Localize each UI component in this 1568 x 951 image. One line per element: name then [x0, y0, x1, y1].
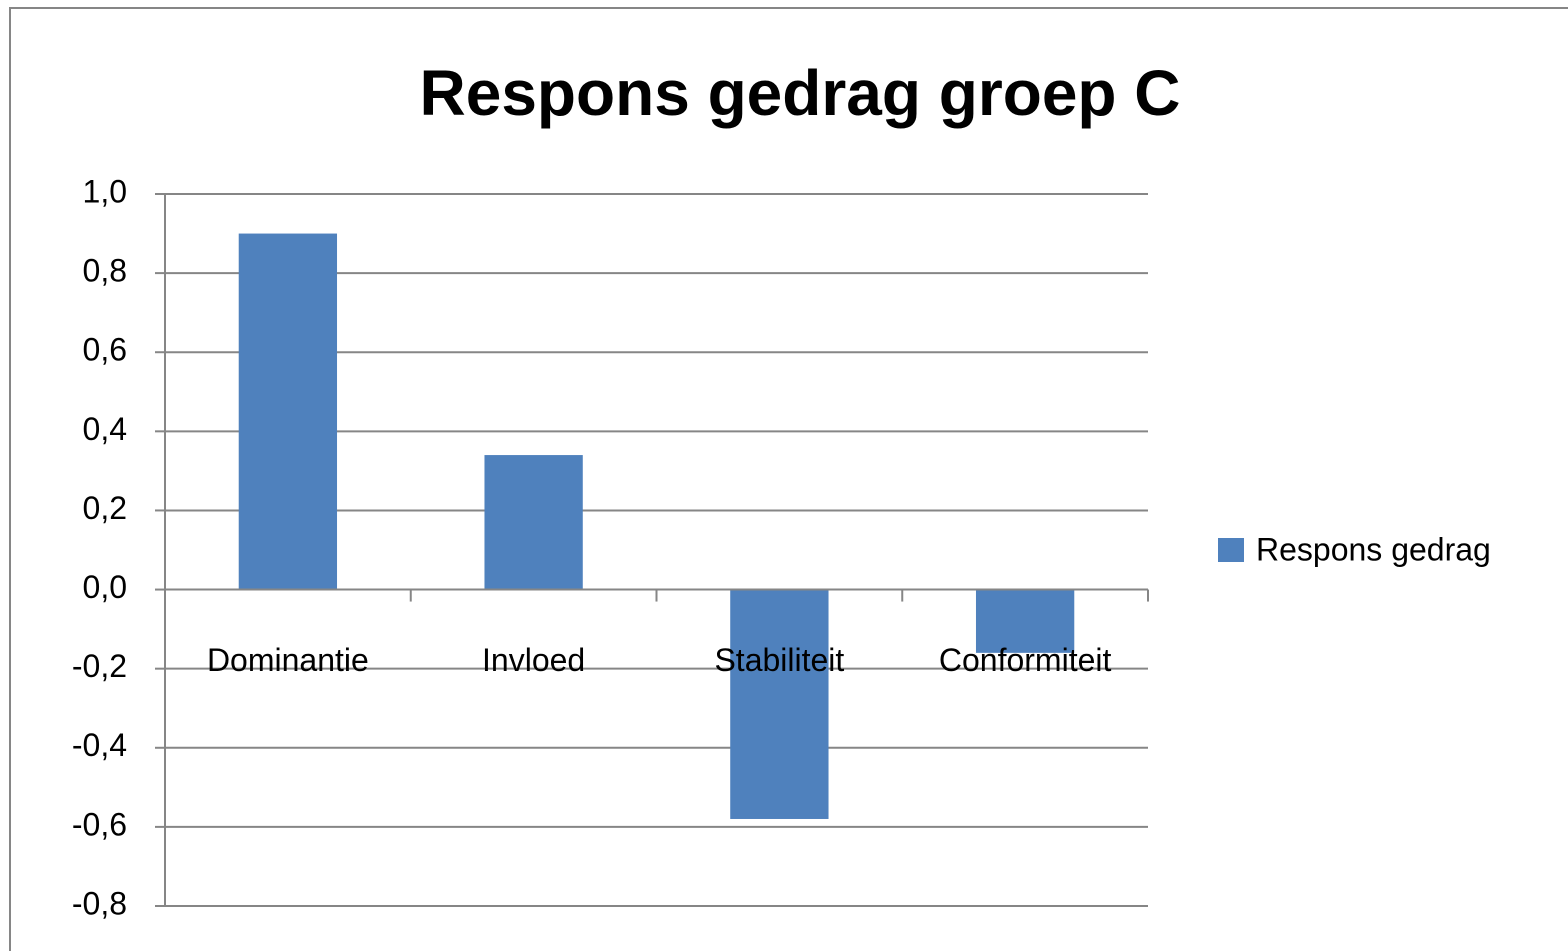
- x-tick-label: Invloed: [482, 642, 585, 678]
- legend-swatch: [1218, 538, 1244, 562]
- y-tick-label: 1,0: [83, 173, 127, 209]
- y-tick-label: -0,8: [72, 885, 127, 921]
- y-tick-label: 0,2: [83, 490, 127, 526]
- x-tick-label: Conformiteit: [939, 642, 1112, 678]
- y-tick-label: -0,6: [72, 806, 127, 842]
- bar: [730, 589, 829, 819]
- bar: [975, 589, 1075, 653]
- x-tick-label: Stabiliteit: [714, 642, 844, 678]
- x-tick-label: Dominantie: [207, 642, 369, 678]
- legend-label: Respons gedrag: [1256, 531, 1491, 567]
- bar: [484, 455, 583, 590]
- y-tick-label: 0,6: [83, 332, 127, 368]
- y-tick-label: -0,4: [72, 727, 127, 763]
- chart-title: Respons gedrag groep C: [420, 57, 1181, 129]
- y-tick-label: 0,4: [83, 411, 127, 447]
- y-tick-label: 0,8: [83, 253, 127, 289]
- y-tick-label: -0,2: [72, 648, 127, 684]
- bar: [238, 233, 338, 590]
- y-tick-label: 0,0: [83, 569, 127, 605]
